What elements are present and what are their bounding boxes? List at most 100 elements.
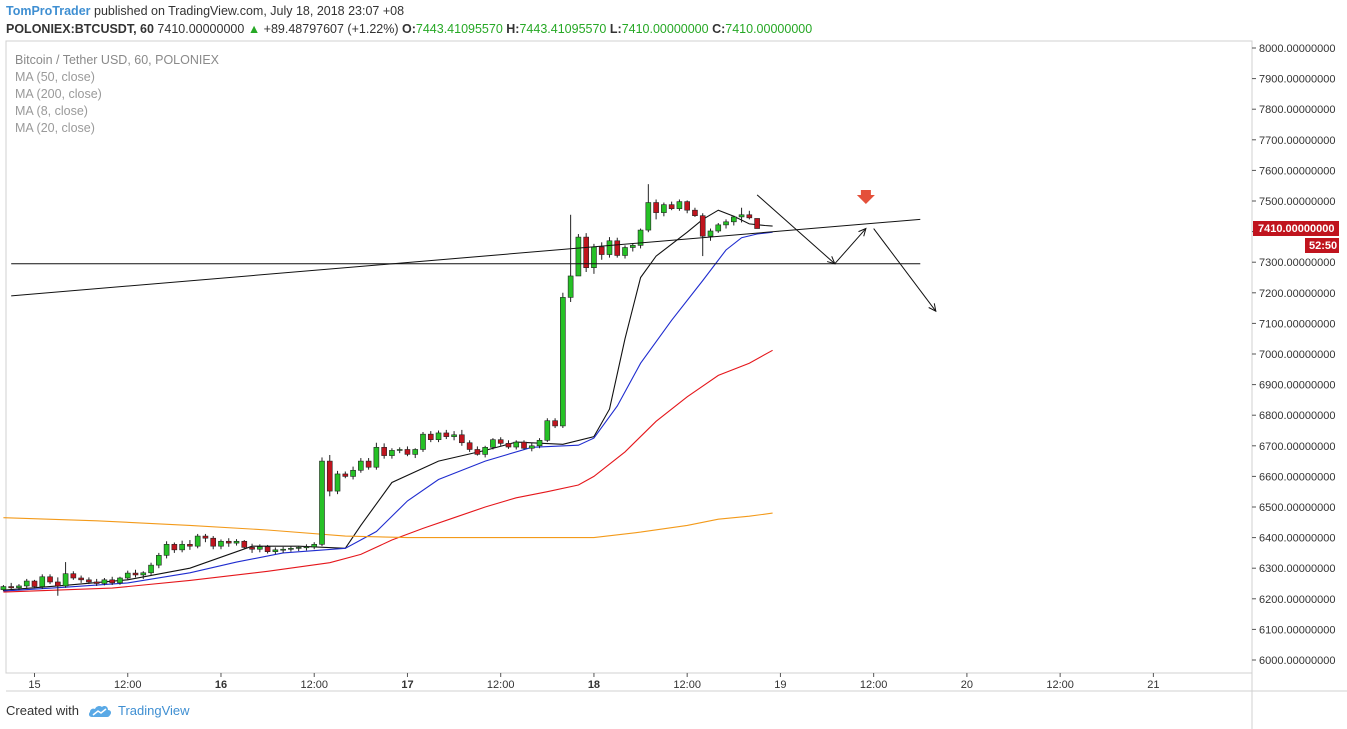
price-tick-label: 6500.00000000: [1259, 502, 1335, 514]
candle: [521, 440, 527, 450]
ma-line-ma200: [3, 512, 773, 539]
candle-body-up: [715, 224, 722, 232]
candle: [552, 418, 558, 429]
time-axis-ticks: 15 12:00 16 12:00 17 12:00 18 12:00 19 12:00 20 12:…: [28, 673, 1160, 691]
tradingview-cloud-icon: [88, 705, 112, 717]
candle-body-up: [148, 564, 154, 574]
legend-series-title[interactable]: Bitcoin / Tether USD, 60, POLONIEX: [15, 53, 220, 67]
candle: [661, 202, 667, 217]
candle: [715, 223, 722, 233]
candle: [490, 438, 496, 450]
candle-body-down: [427, 433, 434, 440]
candle: [225, 538, 232, 547]
candle: [86, 577, 92, 585]
candle: [536, 438, 543, 449]
legend-indicator-ma20[interactable]: MA (20, close): [15, 121, 95, 135]
candle-body-down: [326, 460, 333, 492]
candle: [311, 542, 318, 550]
price-axis-ticks: 8000.00000000 7900.00000000 7800.00000000 7…: [1252, 43, 1335, 667]
candle: [31, 579, 38, 589]
candle-body-down: [497, 439, 504, 444]
last-price: 7410.00000000: [157, 22, 245, 36]
legend-indicator-ma200[interactable]: MA (200, close): [15, 87, 102, 101]
time-tick-label: 18: [588, 679, 600, 691]
tradingview-brand-link[interactable]: TradingView: [117, 703, 190, 718]
candle: [420, 432, 426, 452]
candle-body-up: [23, 580, 30, 587]
candle-body-up: [0, 586, 7, 590]
candle-body-down: [8, 586, 14, 589]
candle-body-up: [62, 573, 69, 587]
candle: [140, 571, 147, 579]
author-link[interactable]: TomProTrader: [6, 4, 91, 18]
candle-body-up: [645, 202, 652, 231]
time-tick-label: 12:00: [673, 679, 701, 691]
candle-body-up: [482, 447, 488, 455]
candle-body-down: [210, 537, 217, 547]
close-label: C:: [712, 22, 726, 36]
candle-body-up: [723, 221, 729, 226]
ma-line-ma50: [3, 349, 773, 593]
candle: [16, 584, 22, 591]
price-tick-label: 7300.00000000: [1259, 257, 1335, 269]
candle: [560, 292, 566, 429]
candle-body-up: [350, 469, 356, 477]
candle-body-down: [699, 215, 706, 237]
candle: [202, 533, 209, 543]
candle-body-down: [505, 443, 512, 448]
time-tick-label: 19: [774, 679, 786, 691]
legend-indicator-ma8[interactable]: MA (8, close): [15, 104, 88, 118]
price-tick-label: 6400.00000000: [1259, 533, 1335, 545]
candle-body-down: [171, 544, 178, 551]
price-tick-label: 6700.00000000: [1259, 441, 1335, 453]
price-tick-label: 7600.00000000: [1259, 165, 1335, 177]
arrow: [873, 228, 937, 313]
candle-body-down: [466, 442, 473, 450]
price-change: +89.48797607 (+1.22%): [263, 22, 399, 36]
candle: [629, 243, 636, 252]
candle-body-up: [272, 549, 279, 552]
candle: [637, 228, 644, 249]
candle-body-down: [692, 209, 698, 216]
high-label: H:: [506, 22, 520, 36]
price-tick-label: 6300.00000000: [1259, 563, 1335, 575]
candle-body-up: [163, 544, 170, 556]
candle-body-down: [474, 449, 481, 455]
candle-body-down: [746, 214, 753, 219]
candle-body-up: [117, 577, 123, 584]
candle-body-up: [233, 540, 240, 544]
candle-body-down: [93, 581, 100, 584]
high-value: 7443.41095570: [519, 22, 607, 36]
created-with-text: Created with: [6, 703, 79, 718]
price-tick-label: 6100.00000000: [1259, 624, 1335, 636]
candle-body-down: [381, 447, 387, 456]
candle: [326, 454, 333, 497]
candle: [171, 542, 178, 553]
legend-indicator-ma50[interactable]: MA (50, close): [15, 70, 95, 84]
candle-body-up: [39, 576, 46, 587]
candle: [614, 237, 621, 258]
candle-body-down: [754, 218, 760, 229]
candle: [653, 199, 659, 220]
candle: [342, 471, 349, 479]
candle: [47, 574, 53, 585]
time-axis[interactable]: 15 12:00 16 12:00 17 12:00 18 12:00 19 12:00 20 12:…: [6, 672, 1347, 692]
candle-body-up: [358, 460, 364, 471]
candle-body-down: [653, 202, 659, 213]
candle: [70, 571, 77, 580]
price-axis[interactable]: 8000.00000000 7900.00000000 7800.00000000 7…: [1251, 41, 1335, 729]
candle: [381, 443, 387, 459]
candle: [528, 442, 535, 452]
candle: [435, 430, 442, 443]
price-tick-label: 7700.00000000: [1259, 135, 1335, 147]
candle: [622, 245, 628, 259]
price-tick-label: 7900.00000000: [1259, 74, 1335, 86]
candle-body-down: [202, 535, 209, 539]
time-tick-label: 15: [28, 679, 40, 691]
price-tick-label: 8000.00000000: [1259, 43, 1335, 55]
candle: [350, 466, 356, 480]
candle: [257, 544, 263, 553]
price-tick-label: 6600.00000000: [1259, 471, 1335, 483]
symbol-name[interactable]: POLONIEX:BTCUSDT, 60: [6, 22, 154, 36]
